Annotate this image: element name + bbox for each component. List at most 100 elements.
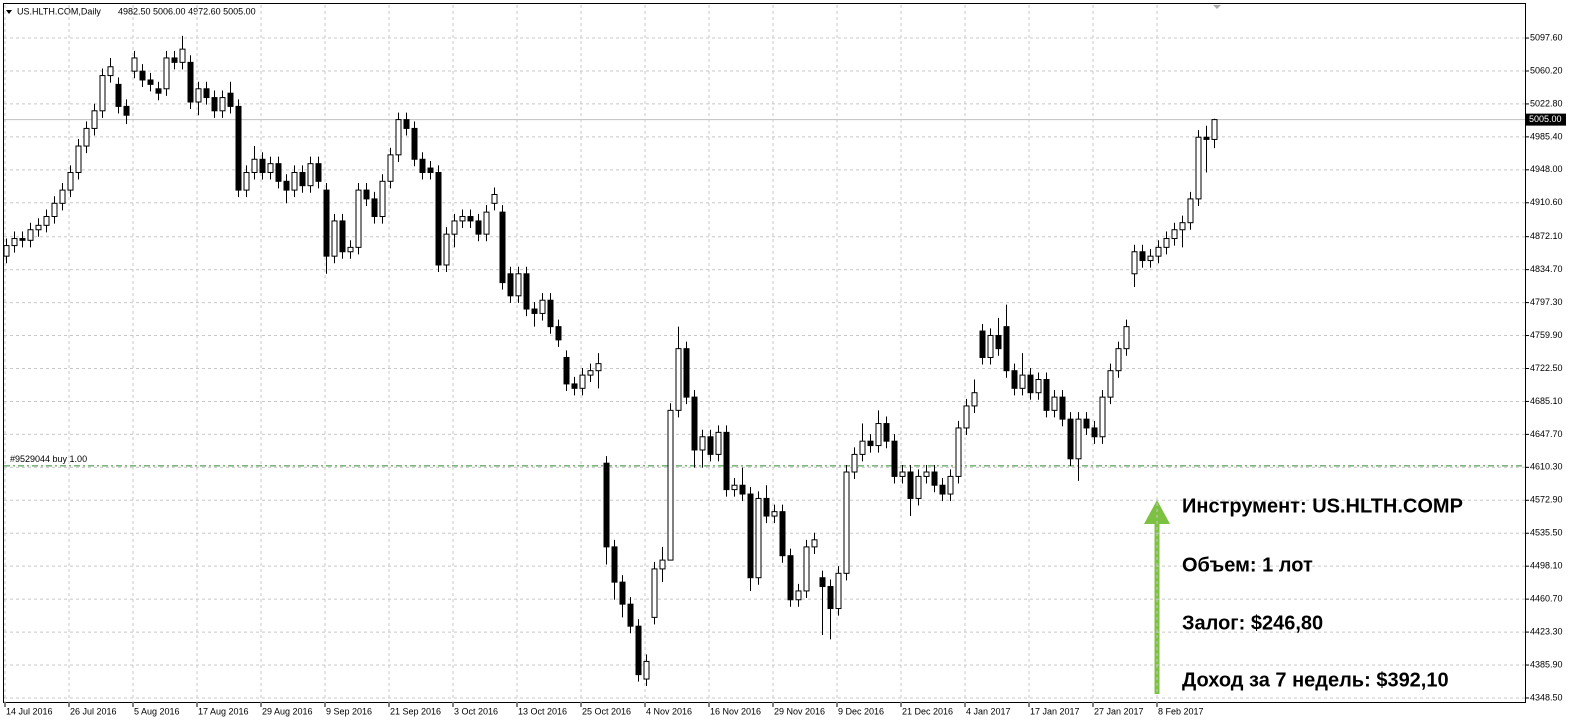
candle-body: [875, 423, 882, 447]
candle-body: [427, 167, 434, 173]
candle-body: [1155, 246, 1162, 257]
candle-body: [1179, 222, 1186, 231]
candle-body: [219, 97, 226, 112]
candle-body: [235, 105, 242, 191]
candle-body: [19, 238, 26, 241]
candle-body: [987, 334, 994, 358]
candle-body: [587, 370, 594, 376]
candle-body: [1211, 119, 1218, 140]
candle-body: [803, 546, 810, 592]
candle-body: [891, 440, 898, 477]
last-price-box: [1526, 113, 1566, 126]
shift-marker: [1213, 5, 1221, 9]
x-tick-label: 5 Aug 2016: [134, 706, 180, 716]
y-tick-label: 5097.60: [1530, 32, 1563, 42]
order-label: #9529044 buy 1.00: [10, 454, 87, 464]
candle-body: [563, 356, 570, 385]
candle-body: [795, 590, 802, 601]
candle-body: [539, 299, 546, 314]
y-tick-label: 4647.70: [1530, 429, 1563, 439]
candle-body: [1011, 370, 1018, 389]
candle-body: [755, 497, 762, 579]
candle-body: [251, 158, 258, 173]
y-tick-label: 4610.30: [1530, 462, 1563, 472]
candle-body: [1203, 136, 1210, 140]
candle-body: [971, 392, 978, 407]
candle-body: [811, 539, 818, 548]
candle-body: [1051, 396, 1058, 411]
candle-body: [907, 471, 914, 499]
candle-body: [27, 229, 34, 241]
candle-body: [603, 462, 610, 548]
candle-body: [267, 163, 274, 173]
candle-body: [451, 220, 458, 235]
candle-body: [355, 189, 362, 248]
candle-body: [867, 440, 874, 447]
candle-body: [667, 409, 674, 561]
candle-body: [1091, 427, 1098, 438]
candle-body: [595, 363, 602, 372]
candle-body: [643, 660, 650, 680]
candle-body: [51, 202, 58, 218]
y-tick-label: 4535.50: [1530, 528, 1563, 538]
candle-body: [579, 374, 586, 389]
x-tick-label: 16 Nov 2016: [710, 706, 761, 716]
candle-body: [675, 348, 682, 411]
candle-body: [211, 97, 218, 112]
candle-body: [1019, 374, 1026, 389]
candle-body: [411, 127, 418, 160]
candle-body: [387, 154, 394, 182]
candle-body: [1131, 251, 1138, 275]
candle-body: [1083, 418, 1090, 429]
candle-body: [491, 193, 498, 204]
candle-body: [779, 511, 786, 557]
candle-body: [955, 427, 962, 477]
candle-body: [123, 105, 130, 116]
candle-body: [467, 216, 474, 222]
candle-body: [75, 145, 82, 173]
candle-body: [515, 273, 522, 297]
candle-body: [931, 471, 938, 486]
x-tick-label: 21 Sep 2016: [390, 706, 441, 716]
candle-body: [307, 163, 314, 187]
candle-body: [995, 334, 1002, 350]
candle-body: [283, 180, 290, 191]
annotation: Объем: 1 лот: [1182, 554, 1313, 576]
candle-body: [443, 233, 450, 266]
candle-body: [827, 586, 834, 610]
candle-body: [323, 189, 330, 257]
y-tick-label: 4759.90: [1530, 330, 1563, 340]
x-tick-label: 25 Oct 2016: [582, 706, 631, 716]
y-tick-label: 4348.50: [1530, 692, 1563, 702]
candle-body: [299, 171, 306, 187]
candle-body: [1059, 396, 1066, 420]
candle-body: [979, 330, 986, 358]
candle-body: [179, 48, 186, 63]
candle-body: [771, 511, 778, 517]
y-tick-label: 4910.60: [1530, 197, 1563, 207]
candle-body: [691, 396, 698, 451]
candle-body: [531, 308, 538, 314]
candle-body: [147, 79, 154, 85]
y-tick-label: 4948.00: [1530, 164, 1563, 174]
candle-body: [859, 440, 866, 455]
candle-body: [739, 484, 746, 495]
x-tick-label: 26 Jul 2016: [70, 706, 117, 716]
x-tick-label: 13 Oct 2016: [518, 706, 567, 716]
candle-body: [1107, 370, 1114, 398]
candle-body: [835, 572, 842, 610]
candle-body: [571, 383, 578, 389]
candle-body: [915, 475, 922, 499]
candle-body: [499, 211, 506, 284]
candle-body: [291, 171, 298, 191]
candle-body: [523, 273, 530, 310]
candle-body: [203, 88, 210, 99]
candle-body: [787, 555, 794, 601]
menu-arrow: [6, 10, 12, 14]
candle-body: [1163, 238, 1170, 248]
candle-body: [91, 110, 98, 129]
candle-body: [475, 220, 482, 235]
candle-body: [1187, 198, 1194, 224]
